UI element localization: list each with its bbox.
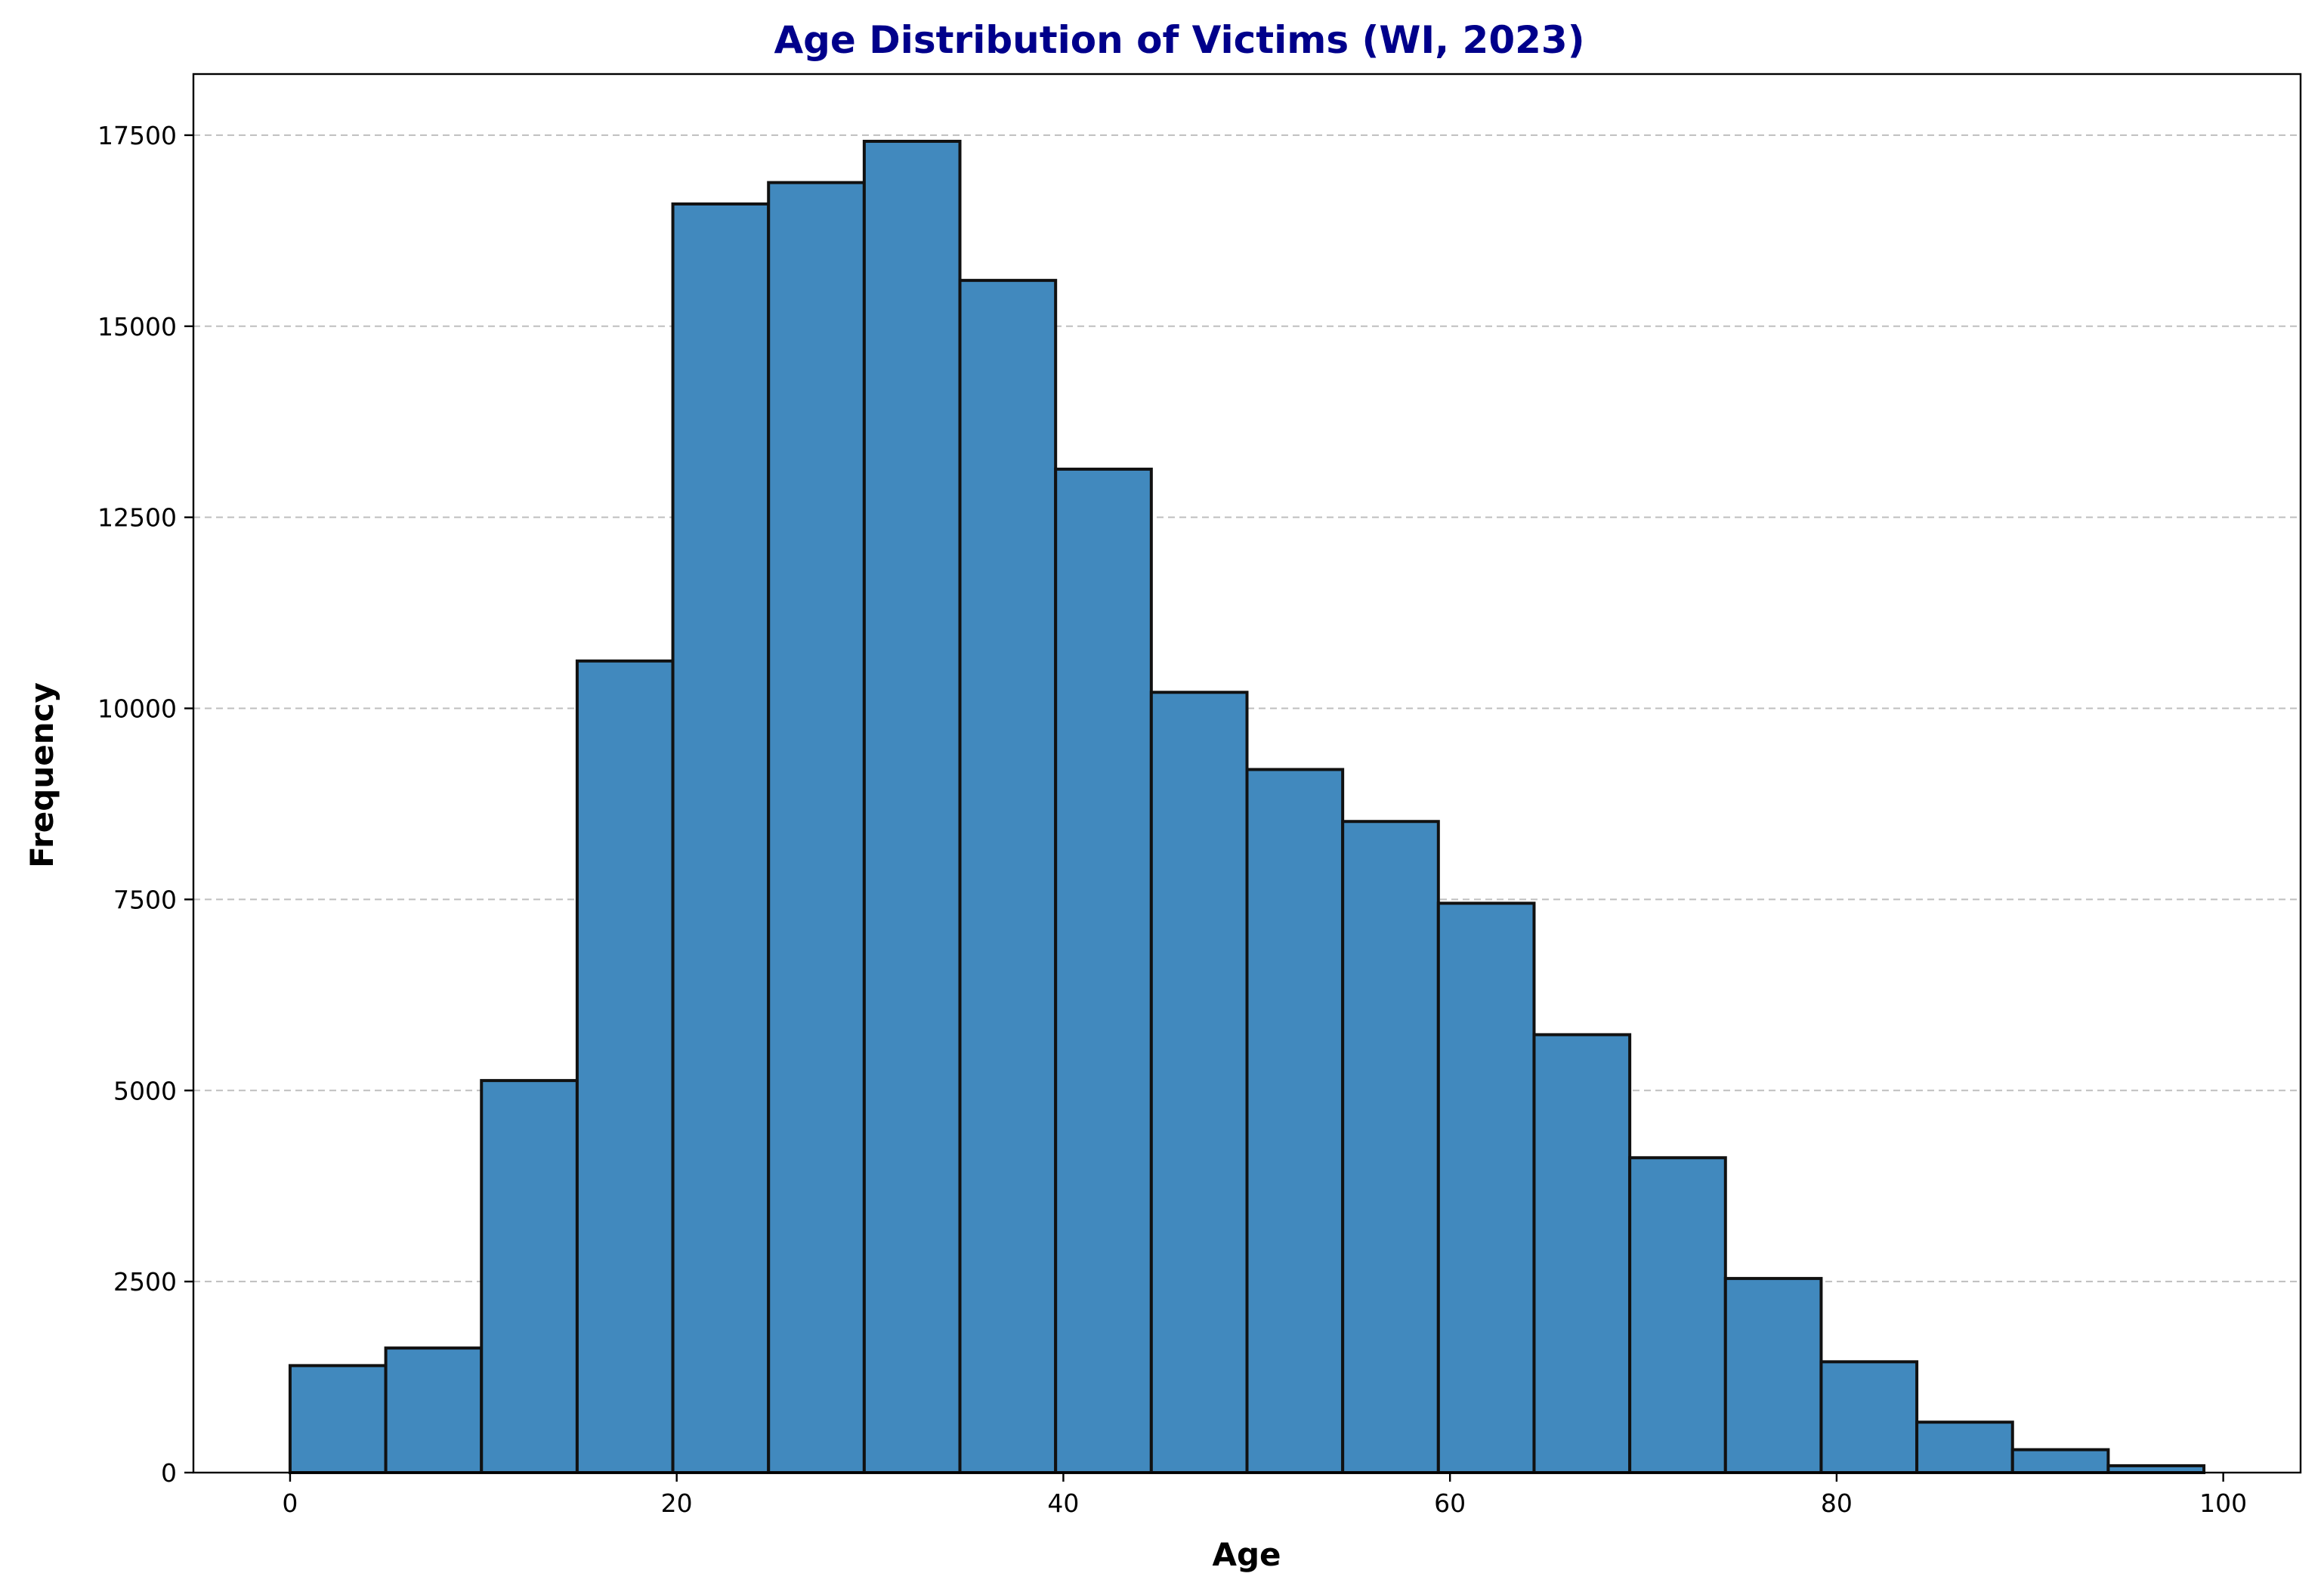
y-tick-label-0: 0 xyxy=(161,1458,177,1488)
y-tick-label-2: 5000 xyxy=(113,1076,177,1105)
y-axis-label: Frequency xyxy=(23,682,60,868)
y-tick-label-1: 2500 xyxy=(113,1267,177,1297)
bar-3 xyxy=(575,659,675,1474)
bar-7 xyxy=(958,279,1058,1474)
bar-1 xyxy=(384,1346,484,1475)
bar-14 xyxy=(1628,1156,1727,1474)
bar-19 xyxy=(2106,1464,2206,1475)
bar-13 xyxy=(1532,1033,1632,1474)
bar-8 xyxy=(1054,467,1153,1475)
bar-10 xyxy=(1245,768,1345,1474)
y-tick-label-5: 12500 xyxy=(97,503,177,533)
bar-18 xyxy=(2010,1448,2110,1475)
x-tick-label-0: 0 xyxy=(282,1488,298,1518)
bar-5 xyxy=(767,181,866,1474)
bar-12 xyxy=(1436,901,1536,1474)
bar-0 xyxy=(288,1364,388,1474)
x-tick-label-3: 60 xyxy=(1434,1488,1466,1518)
x-tick-label-5: 100 xyxy=(2199,1488,2247,1518)
x-tick-label-4: 80 xyxy=(1821,1488,1853,1518)
bar-2 xyxy=(480,1079,579,1475)
x-tick-label-2: 40 xyxy=(1047,1488,1079,1518)
bar-16 xyxy=(1819,1360,1919,1474)
histogram-bars xyxy=(288,140,2206,1475)
y-tick-label-7: 17500 xyxy=(97,121,177,150)
bar-17 xyxy=(1915,1420,2014,1475)
x-tick-label-1: 20 xyxy=(661,1488,693,1518)
y-tick-label-3: 7500 xyxy=(113,885,177,914)
plot-frame xyxy=(192,73,2302,1474)
x-axis-ticks: 0 20 40 60 80 100 xyxy=(282,1473,2247,1518)
bar-9 xyxy=(1149,691,1249,1475)
y-tick-label-4: 10000 xyxy=(97,694,177,724)
y-axis-ticks: 0 2500 5000 7500 10000 12500 15000 17500 xyxy=(97,121,193,1488)
bar-6 xyxy=(862,140,962,1474)
bar-4 xyxy=(671,202,771,1474)
chart-title: Age Distribution of Victims (WI, 2023) xyxy=(774,18,1584,62)
bar-15 xyxy=(1723,1277,1823,1474)
bar-11 xyxy=(1341,820,1440,1474)
y-tick-label-6: 15000 xyxy=(97,312,177,342)
x-axis-label: Age xyxy=(1212,1536,1281,1573)
